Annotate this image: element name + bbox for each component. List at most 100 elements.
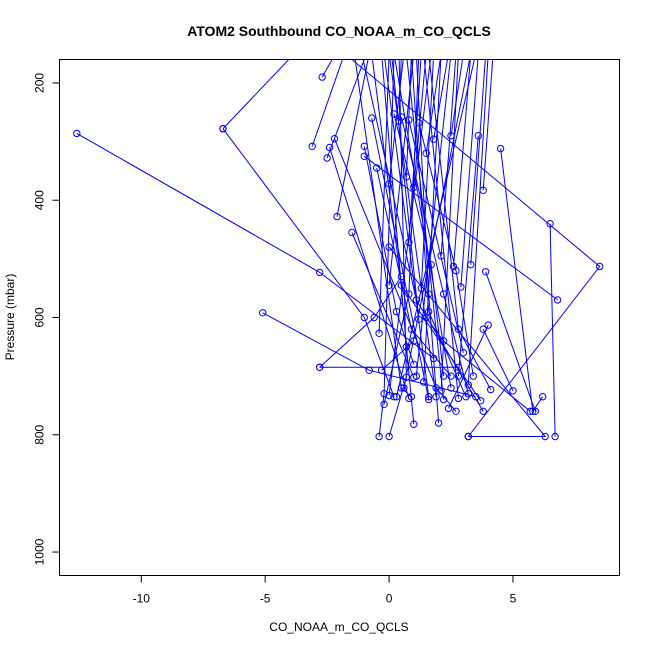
data-point xyxy=(410,337,418,345)
data-point xyxy=(546,220,554,228)
series-line xyxy=(450,59,464,136)
data-point xyxy=(407,393,416,401)
series-line xyxy=(76,132,435,359)
x-axis-label: CO_NOAA_m_CO_QCLS xyxy=(269,620,408,634)
data-point xyxy=(449,262,458,271)
x-tick-label: -5 xyxy=(260,592,271,606)
data-point xyxy=(385,281,393,289)
data-point xyxy=(469,372,477,380)
data-point xyxy=(464,381,472,389)
series-line xyxy=(381,340,415,371)
series-line xyxy=(222,59,290,130)
data-point xyxy=(541,432,549,441)
data-point xyxy=(454,325,463,333)
data-point xyxy=(402,343,411,351)
series-line xyxy=(428,59,492,390)
data-point xyxy=(454,394,463,403)
data-point xyxy=(412,372,420,380)
data-point xyxy=(360,152,368,161)
data-point xyxy=(509,387,517,395)
data-point xyxy=(482,268,490,276)
series-line xyxy=(389,59,437,397)
data-point xyxy=(439,337,448,345)
series-line xyxy=(354,59,412,398)
data-point xyxy=(316,363,324,371)
series-line xyxy=(423,59,459,399)
series-line xyxy=(388,246,547,437)
series-line xyxy=(482,59,494,191)
data-point xyxy=(432,393,440,401)
series-line xyxy=(470,59,486,265)
data-point xyxy=(457,283,465,291)
data-point xyxy=(370,313,378,322)
data-point xyxy=(439,290,448,298)
y-tick-label: 800 xyxy=(33,424,47,444)
series-line xyxy=(262,312,476,398)
data-point xyxy=(333,212,341,221)
data-point xyxy=(422,313,430,322)
series-line xyxy=(388,59,431,396)
chart-title: ATOM2 Southbound CO_NOAA_m_CO_QCLS xyxy=(187,23,491,39)
series-line xyxy=(418,122,474,377)
data-point xyxy=(318,73,326,81)
series-line xyxy=(364,155,558,301)
series-line xyxy=(460,59,479,288)
data-point xyxy=(596,262,604,271)
data-point xyxy=(392,393,401,401)
data-point xyxy=(375,329,383,337)
data-point xyxy=(496,144,505,153)
series-line xyxy=(376,167,452,377)
data-point xyxy=(308,142,316,151)
data-point xyxy=(439,395,448,404)
series-line xyxy=(440,59,457,256)
y-axis: 200 400 600 800 1000 xyxy=(33,73,60,565)
series-line xyxy=(448,324,489,409)
series-line xyxy=(406,59,445,400)
data-point xyxy=(526,407,534,415)
x-axis: -10 -5 0 5 xyxy=(133,575,517,606)
series-line xyxy=(423,59,442,383)
data-point xyxy=(385,243,393,251)
y-tick-label: 1000 xyxy=(33,538,47,565)
data-point xyxy=(437,387,445,395)
data-point xyxy=(539,393,547,401)
data-point xyxy=(377,366,386,374)
data-point xyxy=(452,407,460,415)
y-axis-label: Pressure (mbar) xyxy=(3,274,17,361)
series-line xyxy=(371,59,482,402)
data-point xyxy=(422,149,430,158)
series-line xyxy=(405,59,412,177)
x-tick-label: -10 xyxy=(133,592,151,606)
data-point xyxy=(434,419,443,427)
data-point xyxy=(323,154,331,162)
data-point xyxy=(330,135,339,143)
series-line xyxy=(351,59,601,437)
data-point xyxy=(484,321,492,329)
series-line xyxy=(311,59,343,147)
data-point xyxy=(474,132,482,140)
data-point xyxy=(462,393,470,401)
x-tick-label: 5 xyxy=(510,592,517,606)
data-point xyxy=(380,390,388,398)
series-line xyxy=(351,232,415,378)
data-point xyxy=(477,397,485,405)
data-point xyxy=(375,432,383,441)
series-line xyxy=(440,59,459,391)
series-line xyxy=(336,59,369,217)
plot-area xyxy=(73,59,604,441)
data-point xyxy=(553,296,562,304)
plot-frame xyxy=(59,59,620,576)
series-line xyxy=(420,59,434,289)
data-point xyxy=(447,372,455,380)
series-line xyxy=(482,328,514,392)
y-tick-label: 400 xyxy=(33,190,47,210)
data-point xyxy=(316,268,324,277)
data-point xyxy=(397,272,406,281)
data-point xyxy=(380,400,388,408)
data-point xyxy=(487,385,495,394)
series-line xyxy=(394,59,452,388)
series-line xyxy=(485,271,536,412)
data-point xyxy=(410,420,418,428)
data-point xyxy=(400,384,408,392)
